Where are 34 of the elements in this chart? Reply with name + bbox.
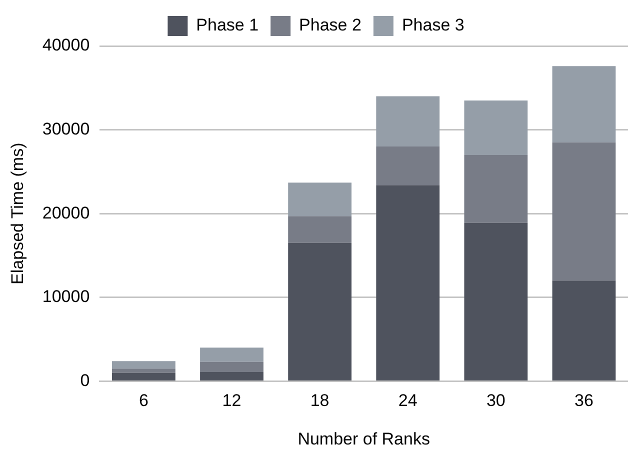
x-tick-label: 36 — [574, 391, 594, 410]
x-tick-label: 6 — [138, 391, 148, 410]
y-axis-title: Elapsed Time (ms) — [8, 142, 27, 284]
y-tick-label: 20000 — [42, 203, 90, 222]
y-tick-label: 0 — [80, 370, 90, 390]
y-tick-label: 40000 — [42, 36, 90, 55]
bar — [464, 222, 528, 380]
bar — [552, 66, 616, 142]
bar — [376, 146, 440, 186]
legend-label: Phase 2 — [299, 16, 362, 35]
bar — [376, 96, 440, 147]
bar — [552, 142, 616, 281]
x-axis-title: Number of Ranks — [298, 429, 430, 448]
bar — [112, 361, 176, 369]
bar — [464, 154, 528, 223]
y-tick-label: 10000 — [42, 287, 90, 306]
x-tick-label: 30 — [486, 391, 506, 410]
bar — [200, 362, 264, 372]
bar — [112, 368, 176, 373]
legend-label: Phase 1 — [196, 16, 259, 35]
bar — [200, 372, 264, 380]
bar — [112, 372, 176, 380]
bar — [288, 242, 352, 380]
x-tick-label: 24 — [398, 391, 418, 410]
bar — [552, 280, 616, 380]
bar — [288, 182, 352, 216]
legend-label: Phase 3 — [402, 16, 464, 35]
bar — [464, 100, 528, 155]
x-tick-label: 18 — [310, 391, 330, 410]
bar — [200, 348, 264, 362]
bar — [376, 185, 440, 380]
x-tick-label: 12 — [222, 391, 242, 410]
y-tick-label: 30000 — [42, 119, 90, 138]
bar — [288, 216, 352, 243]
